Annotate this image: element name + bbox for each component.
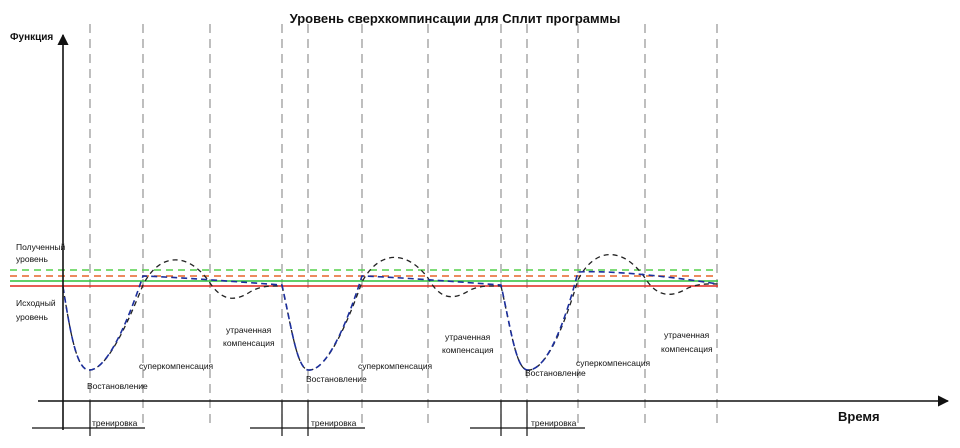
training-label: тренировка — [311, 418, 357, 428]
recovery-label: Востановление — [525, 368, 586, 378]
initial-level-label: уровень — [16, 312, 48, 322]
single-session-curve — [500, 254, 719, 371]
training-markers — [32, 401, 585, 436]
y-axis-title: Функция — [10, 32, 53, 43]
phase-dividers — [89, 24, 718, 425]
training-label: тренировка — [92, 418, 138, 428]
achieved-level-label: уровень — [16, 254, 48, 264]
diagram-title: Уровень сверхкомпинсации для Сплит прогр… — [290, 11, 621, 26]
supercompensation-label: суперкомпенсация — [139, 361, 214, 371]
achieved-level-label: Полученный — [16, 242, 66, 252]
lost-compensation-label: компенсация — [223, 338, 275, 348]
x-axis-title: Время — [838, 409, 880, 424]
lost-compensation-label: утраченная — [226, 325, 272, 335]
lost-compensation-label: компенсация — [442, 345, 494, 355]
training-label: тренировка — [531, 418, 577, 428]
lost-compensation-label: компенсация — [661, 344, 713, 354]
lost-compensation-label: утраченная — [664, 330, 710, 340]
initial-level-label: Исходный — [16, 298, 56, 308]
lost-compensation-label: утраченная — [445, 332, 491, 342]
recovery-label: Востановление — [87, 381, 148, 391]
recovery-label: Востановление — [306, 374, 367, 384]
supercompensation-label: суперкомпенсация — [358, 361, 433, 371]
split-program-curve — [62, 270, 719, 371]
supercompensation-label: суперкомпенсация — [576, 358, 651, 368]
